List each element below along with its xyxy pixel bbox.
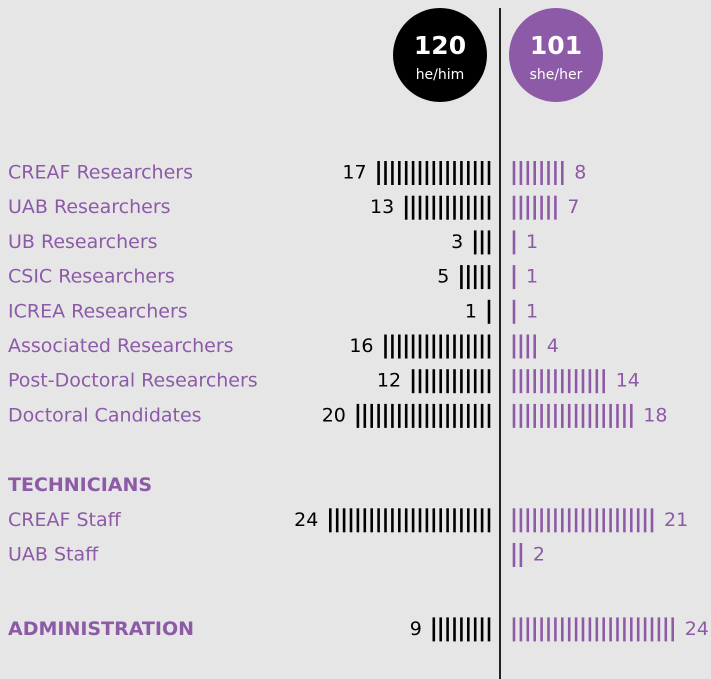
value-label: 24 [685, 618, 709, 640]
value-label: 7 [567, 196, 579, 218]
value-label: 1 [526, 300, 538, 322]
category-label: Post-Doctoral Researchers [8, 370, 258, 392]
category-label: TECHNICIANS [8, 474, 152, 496]
value-label: 14 [616, 370, 640, 392]
category-label: UB Researchers [8, 231, 158, 253]
total-value: 120 [414, 31, 466, 60]
value-label: 13 [370, 196, 394, 218]
value-label: 12 [377, 370, 401, 392]
value-label: 1 [526, 231, 538, 253]
value-label: 2 [533, 544, 545, 566]
value-label: 9 [410, 618, 422, 640]
total-circle [509, 8, 603, 102]
value-label: 1 [465, 300, 477, 322]
value-label: 8 [574, 162, 586, 184]
category-label: Doctoral Candidates [8, 404, 202, 426]
value-label: 20 [322, 404, 346, 426]
value-label: 16 [349, 335, 373, 357]
value-label: 4 [547, 335, 559, 357]
category-label: UAB Staff [8, 544, 99, 566]
total-circle [393, 8, 487, 102]
category-label: CSIC Researchers [8, 266, 175, 288]
category-label: CREAF Staff [8, 509, 122, 531]
category-label: UAB Researchers [8, 196, 171, 218]
value-label: 18 [643, 404, 667, 426]
value-label: 1 [526, 266, 538, 288]
category-label: ICREA Researchers [8, 300, 188, 322]
category-label: ADMINISTRATION [8, 618, 194, 640]
series-name: she/her [530, 67, 583, 83]
total-value: 101 [530, 31, 582, 60]
series-name: he/him [416, 67, 465, 83]
value-label: 17 [342, 162, 366, 184]
category-label: Associated Researchers [8, 335, 234, 357]
value-label: 5 [437, 266, 449, 288]
value-label: 3 [451, 231, 463, 253]
category-label: CREAF Researchers [8, 162, 193, 184]
value-label: 24 [294, 509, 318, 531]
value-label: 21 [664, 509, 688, 531]
